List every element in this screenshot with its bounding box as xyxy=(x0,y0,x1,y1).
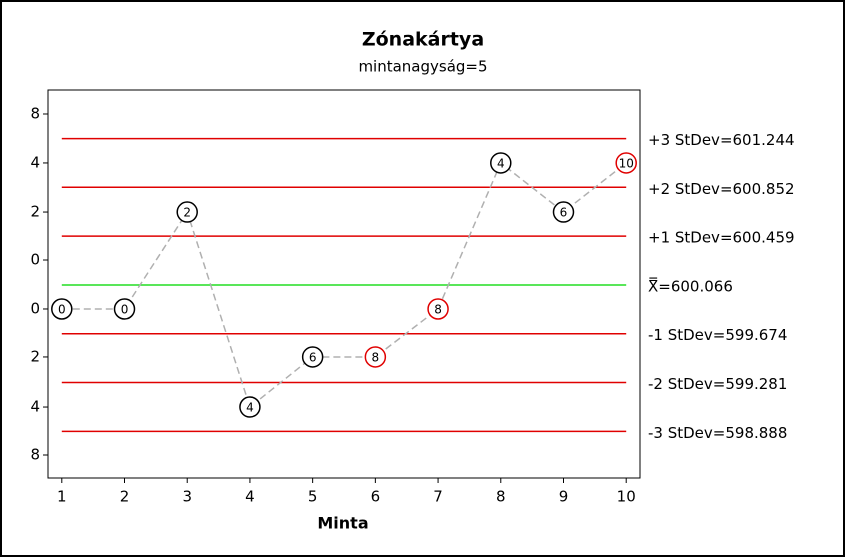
data-line xyxy=(61,161,627,409)
y-tick-label: 4 xyxy=(30,398,40,416)
x-tick-label: 4 xyxy=(245,488,255,506)
zone-label: X̿=600.066 xyxy=(648,276,733,296)
x-tick-label: 5 xyxy=(308,488,318,506)
y-tick-label: 0 xyxy=(30,251,40,269)
y-tick-label: 2 xyxy=(30,203,40,221)
data-point xyxy=(552,201,575,223)
y-tick-label: 8 xyxy=(30,104,40,122)
x-tick-label: 7 xyxy=(433,488,443,506)
point-score: 4 xyxy=(497,156,505,170)
point-score: 2 xyxy=(183,206,191,220)
y-tick-label: 2 xyxy=(30,347,40,365)
point-score: 6 xyxy=(309,350,317,364)
point-score: 8 xyxy=(372,350,380,364)
data-point xyxy=(113,298,136,320)
x-tick-label: 10 xyxy=(617,488,636,506)
point-score: 0 xyxy=(121,302,129,316)
point-score: 10 xyxy=(619,156,634,170)
chart-subtitle: mintanagyság=5 xyxy=(358,58,487,76)
data-point xyxy=(490,152,512,174)
x-tick-label: 2 xyxy=(120,488,130,506)
zone-label: +1 StDev=600.459 xyxy=(648,229,795,247)
plot-area xyxy=(47,89,641,479)
y-tick-label: 8 xyxy=(30,446,40,464)
data-point xyxy=(176,201,198,223)
x-tick-label: 3 xyxy=(182,488,192,506)
x-tick-label: 6 xyxy=(371,488,381,506)
chart-title: Zónakártya xyxy=(362,29,484,51)
point-score: 8 xyxy=(434,302,442,316)
x-tick-label: 8 xyxy=(496,488,506,506)
data-point xyxy=(239,396,261,418)
x-axis-label: Minta xyxy=(317,514,368,533)
zone-label: +2 StDev=600.852 xyxy=(648,180,795,198)
data-point xyxy=(301,346,324,368)
y-tick-label: 4 xyxy=(30,153,40,171)
point-score: 4 xyxy=(246,401,254,415)
zone-label: -1 StDev=599.674 xyxy=(648,326,787,344)
zone-label: +3 StDev=601.244 xyxy=(648,131,795,149)
point-score: 6 xyxy=(560,206,568,220)
data-point xyxy=(51,298,73,320)
data-point xyxy=(427,298,449,320)
zone-label: -3 StDev=598.888 xyxy=(648,424,787,442)
x-tick-label: 9 xyxy=(559,488,569,506)
x-tick-label: 1 xyxy=(57,488,67,506)
data-point xyxy=(615,152,637,174)
y-tick-label: 0 xyxy=(30,299,40,317)
point-score: 0 xyxy=(58,302,66,316)
data-point xyxy=(364,346,387,368)
zone-label: -2 StDev=599.281 xyxy=(648,375,787,393)
